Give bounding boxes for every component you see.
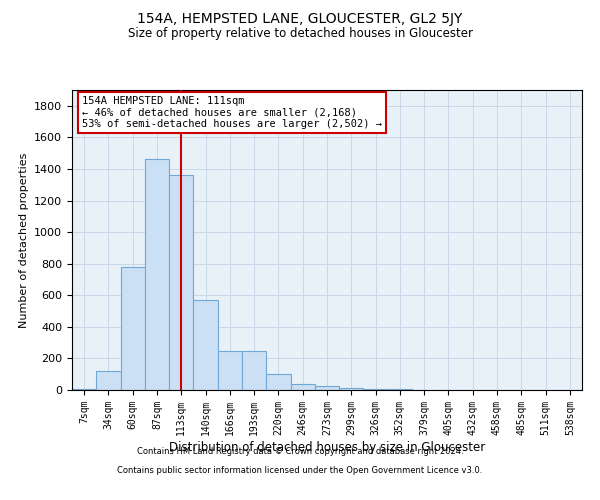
- Bar: [169, 176, 193, 390]
- Bar: [145, 160, 169, 390]
- Bar: [266, 374, 290, 390]
- Bar: [218, 351, 242, 390]
- Text: 154A HEMPSTED LANE: 111sqm
← 46% of detached houses are smaller (2,168)
53% of s: 154A HEMPSTED LANE: 111sqm ← 46% of deta…: [82, 96, 382, 129]
- Bar: [339, 388, 364, 390]
- Text: Size of property relative to detached houses in Gloucester: Size of property relative to detached ho…: [128, 28, 473, 40]
- Bar: [388, 389, 412, 390]
- X-axis label: Distribution of detached houses by size in Gloucester: Distribution of detached houses by size …: [169, 440, 485, 454]
- Bar: [242, 351, 266, 390]
- Bar: [315, 386, 339, 390]
- Y-axis label: Number of detached properties: Number of detached properties: [19, 152, 29, 328]
- Bar: [121, 267, 145, 390]
- Bar: [364, 388, 388, 390]
- Bar: [72, 389, 96, 390]
- Text: Contains public sector information licensed under the Open Government Licence v3: Contains public sector information licen…: [118, 466, 482, 475]
- Text: Contains HM Land Registry data © Crown copyright and database right 2024.: Contains HM Land Registry data © Crown c…: [137, 448, 463, 456]
- Text: 154A, HEMPSTED LANE, GLOUCESTER, GL2 5JY: 154A, HEMPSTED LANE, GLOUCESTER, GL2 5JY: [137, 12, 463, 26]
- Bar: [290, 384, 315, 390]
- Bar: [96, 371, 121, 390]
- Bar: [193, 300, 218, 390]
